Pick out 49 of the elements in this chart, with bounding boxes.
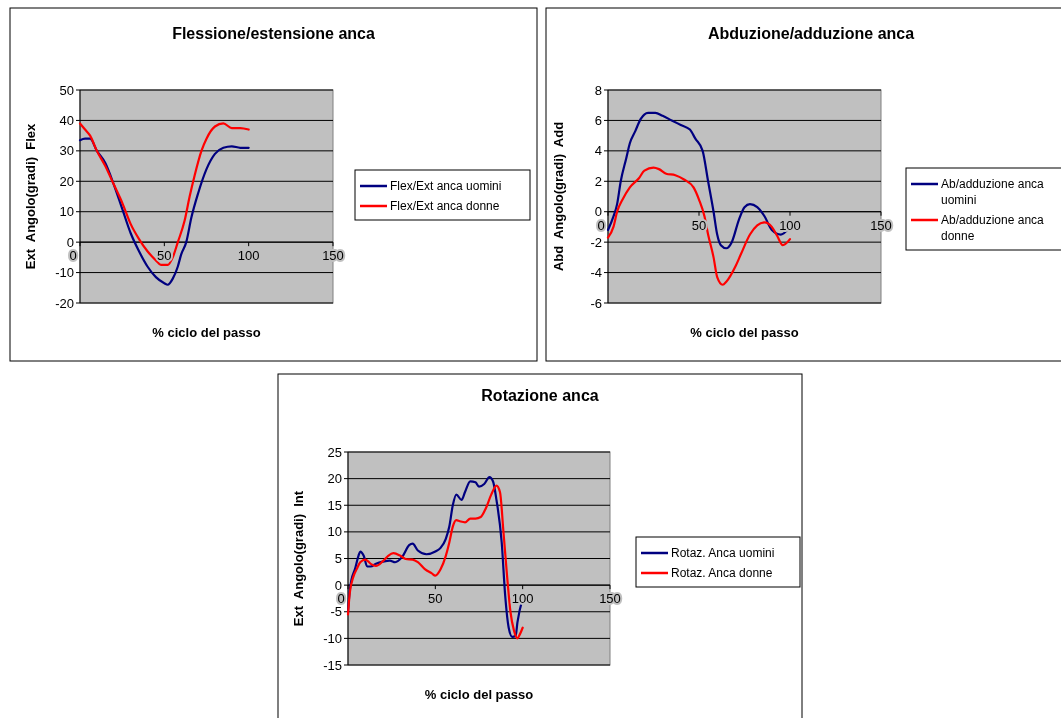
y-tick-label: -20 (55, 295, 74, 311)
y-tick-label: 0 (66, 234, 74, 250)
y-tick-label: -4 (590, 265, 602, 281)
x-tick-label: 100 (237, 248, 260, 264)
y-tick-label: 15 (327, 497, 342, 513)
legend-label: Ab/adduzione anca donne (941, 213, 1045, 243)
x-tick-label: 150 (322, 248, 344, 264)
chart-title: Abduzione/adduzione anca (707, 25, 915, 42)
y-axis-title: Abd Angolo(gradi) Add (551, 121, 566, 272)
legend-label: Rotaz. Anca donne (671, 566, 773, 580)
y-tick-label: 10 (59, 204, 74, 220)
y-tick-label: 50 (59, 82, 74, 98)
y-tick-label: 0 (594, 204, 602, 220)
y-tick-label: -10 (55, 265, 74, 281)
legend-label: Flex/Ext anca donne (390, 199, 500, 213)
chart-title: Flessione/estensione anca (172, 25, 375, 42)
y-tick-label: 8 (594, 82, 602, 98)
y-tick-label: 2 (594, 173, 602, 189)
x-axis-title: % ciclo del passo (152, 325, 261, 340)
y-tick-label: -10 (323, 630, 342, 646)
y-tick-label: 10 (327, 524, 342, 540)
y-tick-label: 20 (59, 173, 74, 189)
x-tick-label: 50 (428, 591, 443, 607)
y-tick-label: 4 (594, 143, 602, 159)
legend-label: Rotaz. Anca uomini (671, 546, 775, 560)
y-tick-label: -5 (330, 604, 342, 620)
y-tick-label: -6 (590, 295, 602, 311)
y-axis-title: Ext Angolo(gradi) Int (291, 490, 306, 627)
chart-title: Rotazione anca (481, 387, 599, 404)
y-tick-label: 0 (334, 577, 342, 593)
x-tick-label: 100 (511, 591, 534, 607)
y-tick-label: 25 (327, 444, 342, 460)
y-tick-label: 30 (59, 143, 74, 159)
y-tick-label: 6 (594, 112, 602, 128)
x-tick-label: 150 (870, 217, 892, 233)
y-tick-label: -15 (323, 657, 342, 673)
x-axis-title: % ciclo del passo (424, 687, 534, 702)
y-axis-title: Ext Angolo(gradi) Flex (23, 123, 38, 270)
x-tick-label: 50 (157, 248, 172, 264)
y-tick-label: 5 (334, 551, 342, 567)
y-tick-label: 20 (327, 471, 342, 487)
x-tick-label: 50 (691, 217, 707, 233)
legend-label: Flex/Ext anca uomini (390, 179, 502, 193)
legend-label: Ab/adduzione anca uomini (941, 177, 1045, 207)
x-axis-title: % ciclo del passo (690, 325, 799, 340)
y-tick-label: -2 (590, 234, 602, 250)
x-tick-label: 150 (599, 591, 621, 607)
y-tick-label: 40 (59, 112, 74, 128)
x-tick-label: 100 (779, 217, 801, 233)
